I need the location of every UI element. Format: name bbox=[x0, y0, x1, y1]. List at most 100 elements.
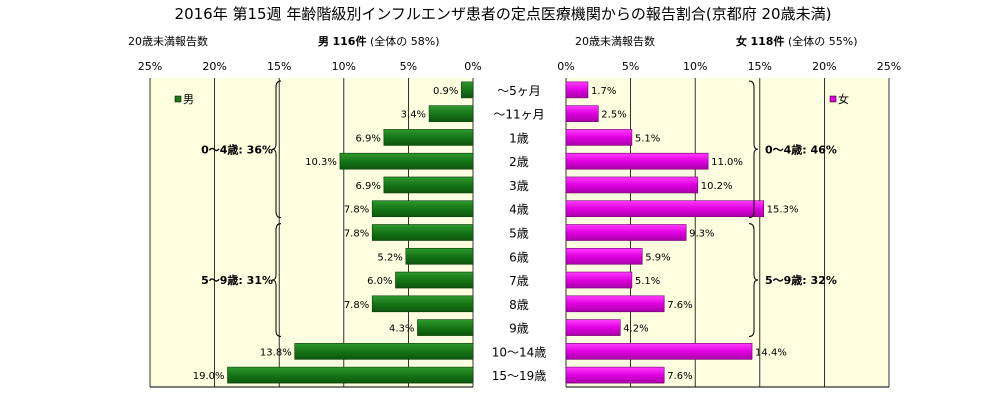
male-bar bbox=[371, 295, 474, 313]
female-bar-value-label: 5.9% bbox=[645, 252, 670, 263]
male-legend-label: 男 bbox=[183, 93, 194, 106]
male-bar bbox=[371, 200, 474, 218]
male-x-tick-label: 10% bbox=[332, 60, 356, 73]
male-count-header: 男 116件 (全体の 58%) bbox=[318, 33, 440, 49]
female-x-tick-label: 5% bbox=[622, 60, 639, 73]
male-bar bbox=[395, 271, 474, 289]
male-bar bbox=[227, 366, 474, 384]
age-category-label: 8歳 bbox=[509, 298, 529, 312]
male-bar-value-label: 5.2% bbox=[377, 252, 402, 263]
male-bar-value-label: 6.0% bbox=[367, 276, 392, 287]
male-bar-value-label: 10.3% bbox=[305, 157, 337, 168]
female-label: 女 bbox=[736, 35, 747, 48]
male-bar bbox=[371, 224, 474, 241]
male-share: (全体の 58%) bbox=[369, 35, 440, 48]
male-bar-value-label: 7.8% bbox=[344, 229, 369, 240]
female-bar bbox=[565, 319, 621, 336]
female-bar bbox=[565, 343, 753, 360]
female-bar bbox=[565, 105, 599, 122]
age-category-label: 5歳 bbox=[509, 227, 529, 241]
female-bar-value-label: 14.4% bbox=[755, 347, 787, 358]
male-bar bbox=[339, 152, 474, 170]
female-bar-value-label: 9.3% bbox=[689, 229, 714, 240]
female-bar-value-label: 4.2% bbox=[623, 324, 648, 335]
male-bar bbox=[294, 343, 474, 360]
male-count-caption: 20歳未満報告数 bbox=[128, 35, 208, 48]
female-bar bbox=[565, 176, 699, 194]
male-bar-value-label: 7.8% bbox=[344, 300, 369, 311]
age-category-label: 2歳 bbox=[509, 155, 529, 169]
male-x-tick-label: 20% bbox=[202, 60, 226, 73]
female-bar-value-label: 1.7% bbox=[591, 86, 616, 97]
female-group-label: 5〜9歳: 32% bbox=[765, 273, 837, 287]
female-bar bbox=[565, 152, 709, 170]
female-bar-value-label: 7.6% bbox=[667, 371, 692, 382]
male-bar-value-label: 6.9% bbox=[355, 133, 380, 144]
age-category-label: 〜5ヶ月 bbox=[497, 84, 541, 98]
female-bar-value-label: 5.1% bbox=[635, 276, 660, 287]
male-bar-value-label: 6.9% bbox=[355, 181, 380, 192]
female-x-tick-label: 0% bbox=[557, 60, 574, 73]
female-bar bbox=[565, 81, 589, 99]
female-bar bbox=[565, 247, 643, 265]
age-category-label: 15〜19歳 bbox=[492, 369, 547, 383]
female-bar-value-label: 7.6% bbox=[667, 300, 692, 311]
male-bar bbox=[405, 247, 474, 265]
male-x-tick-label: 5% bbox=[400, 60, 417, 73]
female-x-tick-label: 15% bbox=[748, 60, 772, 73]
male-bar bbox=[383, 129, 474, 146]
female-bar bbox=[565, 271, 633, 289]
female-x-tick-label: 25% bbox=[877, 60, 901, 73]
female-bar bbox=[565, 295, 665, 313]
age-category-label: 7歳 bbox=[509, 274, 529, 288]
female-bar bbox=[565, 129, 633, 146]
age-category-label: 3歳 bbox=[509, 179, 529, 193]
female-bar-value-label: 2.5% bbox=[601, 110, 626, 121]
female-group-brace bbox=[748, 80, 759, 219]
male-bar-value-label: 19.0% bbox=[193, 371, 225, 382]
male-x-tick-label: 0% bbox=[464, 60, 481, 73]
male-label: 男 bbox=[318, 35, 329, 48]
male-bar bbox=[417, 319, 474, 336]
female-bar-value-label: 11.0% bbox=[711, 157, 743, 168]
male-count: 116件 bbox=[332, 35, 367, 48]
female-bar bbox=[565, 224, 687, 241]
male-group-label: 5〜9歳: 31% bbox=[201, 273, 273, 287]
female-share: (全体の 55%) bbox=[787, 35, 858, 48]
female-group-brace bbox=[748, 223, 759, 337]
male-bar bbox=[461, 81, 474, 99]
female-legend-swatch bbox=[829, 95, 837, 103]
male-x-tick-label: 15% bbox=[267, 60, 291, 73]
male-bar bbox=[383, 176, 474, 194]
male-legend-swatch bbox=[174, 95, 182, 103]
female-legend-label: 女 bbox=[838, 92, 849, 106]
age-category-label: 6歳 bbox=[509, 250, 529, 264]
male-bar-value-label: 4.3% bbox=[389, 324, 414, 335]
male-bar-value-label: 7.8% bbox=[344, 205, 369, 216]
male-bar bbox=[428, 105, 474, 122]
male-bar-value-label: 3.4% bbox=[401, 110, 426, 121]
male-group-brace bbox=[271, 80, 282, 219]
female-x-tick-label: 20% bbox=[812, 60, 836, 73]
female-bar-value-label: 15.3% bbox=[767, 205, 799, 216]
male-x-tick-label: 25% bbox=[138, 60, 162, 73]
age-category-label: 1歳 bbox=[509, 131, 529, 145]
female-bar-value-label: 5.1% bbox=[635, 133, 660, 144]
female-group-label: 0〜4歳: 46% bbox=[765, 142, 837, 156]
male-group-label: 0〜4歳: 36% bbox=[201, 142, 273, 156]
female-count-caption: 20歳未満報告数 bbox=[575, 35, 655, 48]
age-category-label: 〜11ヶ月 bbox=[493, 108, 544, 122]
female-bar bbox=[565, 200, 764, 218]
chart-title: 2016年 第15週 年齢階級別インフルエンザ患者の定点医療機関からの報告割合(… bbox=[174, 5, 832, 23]
age-category-label: 9歳 bbox=[509, 322, 529, 336]
female-x-tick-label: 10% bbox=[683, 60, 707, 73]
male-bar-value-label: 13.8% bbox=[260, 347, 292, 358]
male-bar-value-label: 0.9% bbox=[433, 86, 458, 97]
age-category-label: 4歳 bbox=[509, 203, 529, 217]
female-count: 118件 bbox=[750, 35, 785, 48]
female-count-header: 女 118件 (全体の 55%) bbox=[736, 33, 858, 49]
female-bar bbox=[565, 366, 665, 384]
male-group-brace bbox=[271, 223, 282, 337]
